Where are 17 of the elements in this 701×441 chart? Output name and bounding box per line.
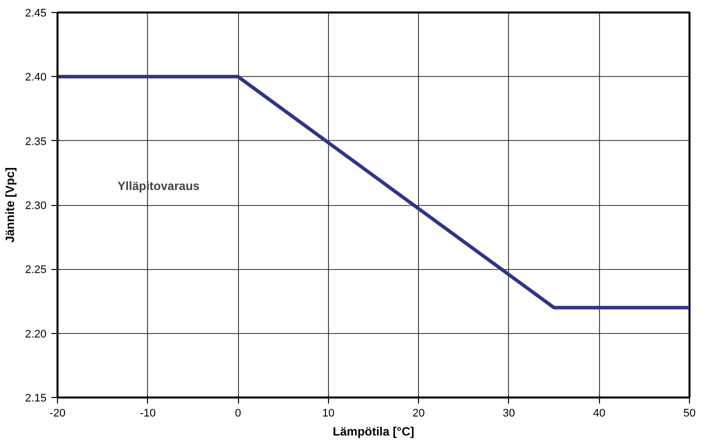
y-tick-label: 2.30 [25, 200, 47, 212]
y-axis-title: Jännite [Vpc] [3, 167, 18, 243]
y-tick-label: 2.15 [25, 392, 47, 404]
x-tick-label: -20 [50, 408, 66, 420]
x-axis-title: Lämpötila [°C] [332, 424, 414, 438]
x-tick-label: 20 [412, 408, 425, 420]
x-tick-label: 10 [322, 408, 334, 420]
x-tick-label: 0 [235, 408, 242, 420]
y-tick-label: 2.40 [25, 72, 47, 84]
y-tick-label: 2.45 [25, 8, 47, 20]
y-tick-label: 2.25 [25, 264, 47, 276]
x-tick-label: 40 [593, 408, 606, 420]
x-tick-label: 50 [683, 408, 696, 420]
y-tick-label: 2.35 [25, 136, 47, 148]
x-tick-label: -10 [140, 408, 156, 420]
y-tick-label: 2.20 [25, 328, 47, 340]
x-tick-label: 30 [502, 408, 516, 420]
